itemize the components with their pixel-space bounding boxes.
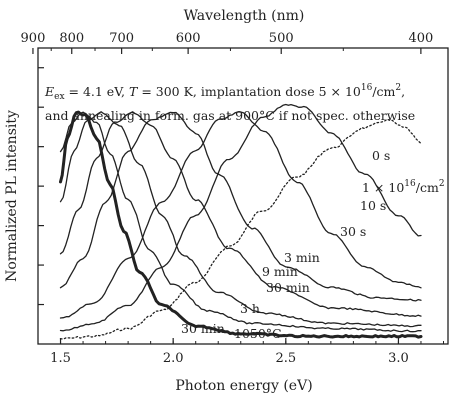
series-line-3-min xyxy=(59,111,422,302)
x-tick-label: 2.0 xyxy=(163,351,184,366)
series-line-10-s xyxy=(59,103,422,332)
anno-dose-exponent: 16 xyxy=(361,83,373,93)
ticks-layer: 1.5 2.0 2.5 3.0 900 800 700 600 500 400 xyxy=(21,31,444,366)
top-tick-label: 500 xyxy=(269,31,294,46)
top-tick-label: 400 xyxy=(408,31,433,46)
series-line-9-min xyxy=(59,111,422,317)
top-tick-label: 700 xyxy=(109,31,134,46)
dose-label: 1 × 1016/cm2 xyxy=(362,179,445,195)
curve-label: 3 min xyxy=(284,250,320,265)
curve-label: 9 min xyxy=(262,264,298,279)
series-line-3-h xyxy=(59,111,422,333)
x-tick-label: 2.5 xyxy=(275,351,296,366)
anno-dose-unit: /cm xyxy=(372,84,395,99)
curve-label: 3 h xyxy=(240,301,260,316)
anno-dose-unit-exponent: 2 xyxy=(395,83,401,93)
top-axis-title: Wavelength (nm) xyxy=(184,8,305,24)
series-line-0-s xyxy=(59,118,422,340)
top-tick-label: 800 xyxy=(59,31,84,46)
dose-label-unit: /cm xyxy=(416,180,439,195)
anno-dose: = 300 K, implantation dose 5 × 10 xyxy=(137,84,361,99)
curve-label: 10 s xyxy=(360,198,386,213)
series-line-30-min xyxy=(59,111,422,328)
anno-eex-value: = 4.1 eV, xyxy=(65,84,129,99)
anno-t: T xyxy=(129,84,139,99)
x-axis-title: Photon energy (eV) xyxy=(175,378,312,394)
curve-label: 30 min xyxy=(181,321,225,336)
anno-e: E xyxy=(44,84,54,99)
x-tick-label: 1.5 xyxy=(50,351,71,366)
dose-label-base: 1 × 10 xyxy=(362,180,404,195)
y-axis-title: Normalized PL intensity xyxy=(4,110,20,282)
series-line-30-s xyxy=(59,111,422,319)
dose-label-exponent: 16 xyxy=(404,179,416,189)
x-tick-label: 3.0 xyxy=(388,351,409,366)
curve-label: 0 s xyxy=(372,148,390,163)
plot-frame xyxy=(37,47,449,345)
top-tick-label: 900 xyxy=(21,31,46,46)
anno-line1-end: , xyxy=(401,84,405,99)
series-line-30-min-1050-c xyxy=(59,110,423,339)
curve-label: 1050°C xyxy=(234,326,282,341)
annotation-line-1: Eex = 4.1 eV, T = 300 K, implantation do… xyxy=(44,83,405,102)
top-tick-label: 600 xyxy=(176,31,201,46)
curve-label: 30 s xyxy=(340,224,366,239)
anno-ex-subscript: ex xyxy=(54,92,64,102)
dose-label-unit-exponent: 2 xyxy=(439,179,445,189)
curve-label: 30 min xyxy=(266,280,310,295)
curves-layer xyxy=(59,103,423,340)
